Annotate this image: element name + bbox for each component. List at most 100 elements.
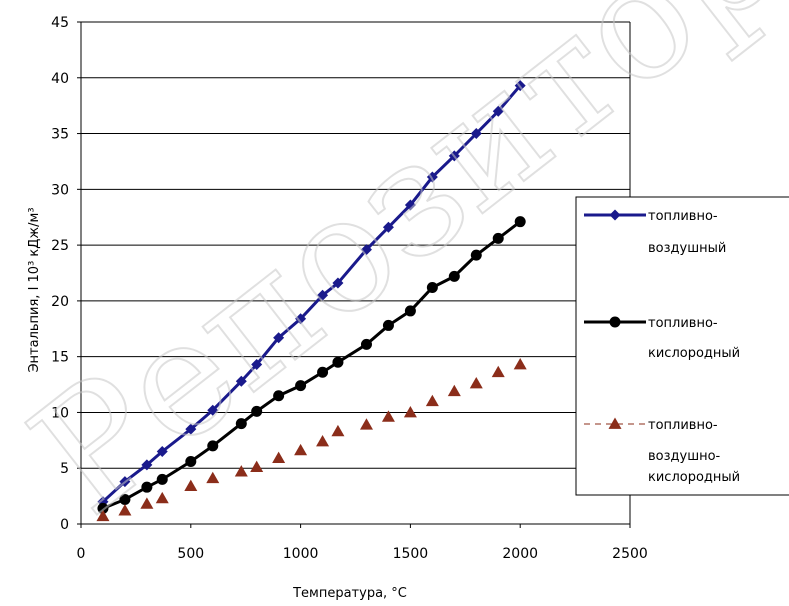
- data-point: [404, 305, 416, 317]
- y-tick-label: 30: [51, 182, 69, 198]
- data-point: [295, 313, 307, 325]
- legend-entry-2: топливно-кислородный: [584, 316, 740, 361]
- data-point: [235, 375, 247, 387]
- data-point: [426, 171, 438, 183]
- y-tick-label: 10: [51, 405, 69, 421]
- data-point: [426, 282, 438, 294]
- x-tick-label: 2000: [502, 546, 538, 562]
- data-point: [235, 418, 247, 430]
- x-tick-label: 2500: [612, 546, 648, 562]
- legend-marker: [609, 316, 621, 328]
- x-tick-label: 500: [177, 546, 204, 562]
- data-point: [316, 434, 330, 447]
- data-point: [185, 456, 197, 468]
- data-point: [234, 465, 248, 477]
- data-point: [97, 502, 109, 514]
- legend-label: кислородный: [648, 346, 740, 361]
- data-point: [469, 376, 483, 389]
- data-point: [404, 199, 416, 211]
- x-tick-labels: 0 500 1000 1500 2000 2500: [77, 546, 648, 562]
- legend-label: воздушный: [648, 241, 726, 256]
- data-point: [331, 424, 345, 437]
- legend-marker: [608, 417, 622, 429]
- data-point: [273, 332, 285, 344]
- series-2: [97, 216, 526, 514]
- data-point: [119, 476, 131, 488]
- data-point: [119, 493, 131, 505]
- data-point: [295, 380, 307, 392]
- data-point: [332, 356, 344, 368]
- legend-label: кислородный: [648, 470, 740, 485]
- data-point: [207, 440, 219, 452]
- legend-entry-3: топливно-воздушно-кислородный: [584, 417, 740, 485]
- series-3: [96, 357, 527, 522]
- data-point: [447, 384, 461, 397]
- data-point: [272, 451, 286, 464]
- data-point: [96, 509, 110, 522]
- data-point: [382, 319, 394, 331]
- data-point: [470, 128, 482, 140]
- data-point: [250, 460, 264, 472]
- x-tick-label: 1000: [283, 546, 319, 562]
- data-point: [514, 216, 526, 228]
- data-point: [207, 404, 219, 416]
- data-point: [491, 365, 505, 378]
- x-axis-title: Температура, °С: [292, 586, 407, 601]
- y-tick-labels: 0 5 10 15 20 25 30 35 40 45: [51, 15, 69, 533]
- y-tick-label: 0: [60, 517, 69, 533]
- data-point: [273, 390, 285, 402]
- legend-label: топливно-: [648, 316, 718, 331]
- series-layer: [96, 80, 527, 522]
- data-point: [359, 418, 373, 430]
- data-point: [156, 473, 168, 485]
- data-point: [155, 491, 169, 504]
- legend-box: [575, 196, 789, 496]
- data-point: [317, 289, 329, 301]
- data-point: [382, 221, 394, 233]
- data-point: [403, 405, 417, 418]
- data-point: [141, 459, 153, 471]
- data-point: [251, 405, 263, 417]
- y-tick-label: 25: [51, 238, 69, 254]
- data-point: [360, 338, 372, 350]
- data-point: [156, 445, 168, 457]
- series-1: [97, 80, 526, 508]
- legend-label: воздушно-: [648, 449, 721, 464]
- y-tick-label: 40: [51, 71, 69, 87]
- data-point: [118, 504, 132, 516]
- data-point: [470, 249, 482, 261]
- data-point: [185, 423, 197, 435]
- y-tick-label: 35: [51, 127, 69, 143]
- x-tick-label: 0: [77, 546, 86, 562]
- x-tick-label: 1500: [393, 546, 429, 562]
- data-point: [448, 150, 460, 162]
- data-point: [448, 270, 460, 282]
- legend-label: топливно-: [648, 418, 718, 433]
- legend-marker: [609, 209, 621, 221]
- series-line: [101, 84, 522, 503]
- legend-entry-1: топливно-воздушный: [584, 209, 726, 256]
- data-point: [206, 471, 220, 484]
- legend: топливно-воздушныйтопливно-кислородныйто…: [575, 196, 789, 496]
- data-point: [425, 394, 439, 407]
- y-tick-label: 15: [51, 350, 69, 366]
- data-point: [251, 358, 263, 370]
- data-point: [360, 244, 372, 256]
- data-point: [332, 277, 344, 289]
- y-tick-label: 5: [60, 461, 69, 477]
- data-point: [317, 366, 329, 378]
- data-point: [184, 479, 198, 491]
- data-point: [381, 410, 395, 422]
- y-tick-label: 20: [51, 294, 69, 310]
- data-point: [492, 105, 504, 117]
- gridlines: [81, 21, 630, 469]
- data-point: [141, 481, 153, 493]
- data-point: [513, 357, 527, 370]
- data-point: [294, 443, 308, 456]
- y-axis-title: Энтальпия, I 10³ кДж/м³: [27, 207, 42, 372]
- y-tick-label: 45: [51, 15, 69, 31]
- data-point: [492, 232, 504, 244]
- legend-label: топливно-: [648, 209, 718, 224]
- data-point: [514, 80, 526, 92]
